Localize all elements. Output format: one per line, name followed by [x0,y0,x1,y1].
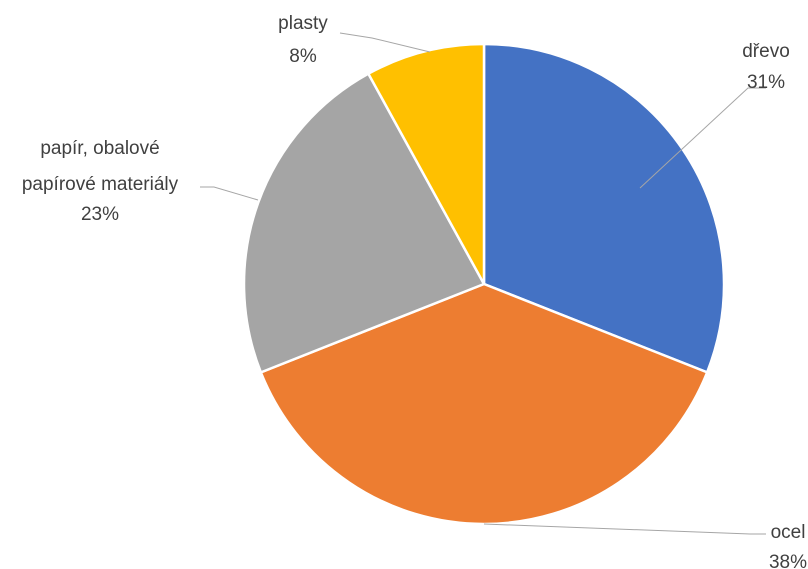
pie-slices [242,42,726,526]
slice-value-label-4: 8% [289,46,317,67]
leader-line-2 [483,523,766,535]
leader-line-4 [339,32,431,53]
slice-category-label-2-1: ocel [771,522,806,543]
slice-value-label-2: 38% [769,552,807,569]
leader-line-1 [639,87,766,189]
pie-slice-4 [366,42,486,285]
slice-category-label-4-1: plasty [278,13,328,34]
slice-category-label-3-1: papír, obalové [40,138,159,159]
slice-category-label-3-2: papírové materiály [22,174,179,195]
leader-line-3 [200,186,259,201]
slice-value-label-3: 23% [81,204,119,225]
slice-labels: dřevo 31% ocel 38% papír, obalové papírové ma… [22,13,807,569]
pie-slice-2 [259,282,709,526]
slice-value-label-1: 31% [747,72,785,93]
slice-category-label-1-1: dřevo [742,41,790,62]
pie-slice-3 [242,71,486,374]
leader-lines [200,32,766,535]
